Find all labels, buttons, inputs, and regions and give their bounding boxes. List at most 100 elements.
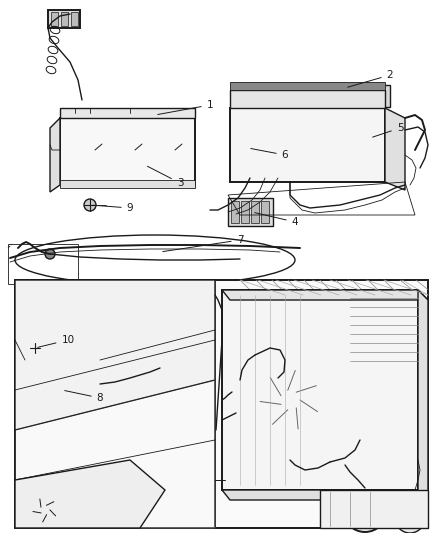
Bar	[350, 383, 365, 405]
Bar	[350, 348, 365, 370]
Circle shape	[372, 109, 378, 115]
Circle shape	[45, 249, 55, 259]
Bar	[235, 120, 250, 175]
Circle shape	[182, 175, 188, 181]
Polygon shape	[50, 118, 60, 192]
Bar	[368, 383, 383, 405]
Bar	[111, 378, 117, 390]
Text: 9: 9	[93, 203, 133, 213]
Polygon shape	[230, 90, 385, 108]
Circle shape	[215, 475, 225, 485]
Bar	[345, 305, 413, 460]
Text: 2: 2	[348, 70, 393, 87]
Circle shape	[255, 365, 325, 435]
Text: 3: 3	[148, 166, 184, 188]
Circle shape	[125, 140, 145, 160]
Circle shape	[62, 487, 98, 523]
Circle shape	[157, 132, 193, 168]
Polygon shape	[60, 118, 195, 185]
Circle shape	[74, 169, 86, 181]
Bar	[370, 88, 376, 104]
Circle shape	[165, 140, 185, 160]
Circle shape	[103, 483, 127, 507]
Text: 4: 4	[255, 213, 298, 227]
Bar	[378, 88, 384, 104]
Bar	[238, 115, 293, 175]
Circle shape	[395, 503, 425, 533]
Bar	[333, 88, 343, 104]
Bar	[368, 418, 383, 440]
Text: 1: 1	[158, 100, 213, 115]
Circle shape	[384, 516, 392, 524]
Bar	[348, 415, 410, 443]
Circle shape	[235, 109, 241, 115]
Polygon shape	[320, 490, 428, 528]
Bar	[346, 88, 356, 104]
Circle shape	[343, 488, 387, 532]
Text: 8: 8	[65, 391, 103, 403]
Polygon shape	[15, 280, 428, 528]
Polygon shape	[385, 108, 405, 190]
Polygon shape	[60, 180, 195, 188]
Circle shape	[182, 119, 188, 125]
Bar	[228, 198, 273, 226]
Bar	[348, 345, 410, 373]
Polygon shape	[418, 290, 428, 500]
Circle shape	[29, 494, 61, 526]
Text: 7: 7	[163, 235, 244, 252]
Bar	[348, 380, 410, 408]
Text: 5: 5	[373, 123, 403, 137]
Polygon shape	[15, 460, 165, 528]
Text: 10: 10	[38, 335, 74, 348]
Circle shape	[230, 340, 350, 460]
Circle shape	[283, 393, 297, 407]
Bar	[8, 244, 78, 284]
Circle shape	[353, 498, 377, 522]
Circle shape	[62, 119, 68, 125]
Bar	[368, 313, 383, 335]
Bar	[261, 201, 269, 223]
Circle shape	[336, 514, 344, 522]
Polygon shape	[15, 280, 215, 528]
Circle shape	[71, 496, 89, 514]
Circle shape	[372, 172, 378, 178]
Bar	[386, 383, 401, 405]
Circle shape	[62, 175, 68, 181]
Polygon shape	[15, 280, 215, 430]
Circle shape	[336, 496, 344, 504]
Polygon shape	[222, 490, 428, 500]
Bar	[368, 348, 383, 370]
Circle shape	[77, 132, 113, 168]
Bar	[386, 313, 401, 335]
Bar	[61, 12, 68, 26]
Bar	[100, 375, 122, 393]
Bar	[25, 360, 100, 415]
Bar	[30, 365, 95, 410]
Bar	[103, 378, 109, 390]
Circle shape	[384, 501, 392, 509]
Bar	[231, 201, 239, 223]
Circle shape	[272, 382, 308, 418]
Polygon shape	[230, 108, 385, 182]
Circle shape	[403, 511, 417, 525]
Bar	[48, 10, 80, 28]
Circle shape	[117, 132, 153, 168]
Circle shape	[30, 343, 40, 353]
Circle shape	[235, 172, 241, 178]
Circle shape	[110, 490, 120, 500]
Bar	[208, 330, 220, 340]
Bar	[71, 12, 78, 26]
Bar	[348, 310, 410, 338]
Bar	[350, 313, 365, 335]
Bar	[368, 138, 386, 154]
Polygon shape	[230, 82, 385, 90]
Bar	[386, 348, 401, 370]
Bar	[51, 12, 58, 26]
Bar	[241, 201, 249, 223]
Bar	[350, 418, 365, 440]
Circle shape	[85, 140, 105, 160]
Bar	[368, 85, 390, 107]
Bar	[386, 418, 401, 440]
Bar	[330, 85, 360, 107]
Polygon shape	[222, 290, 428, 300]
